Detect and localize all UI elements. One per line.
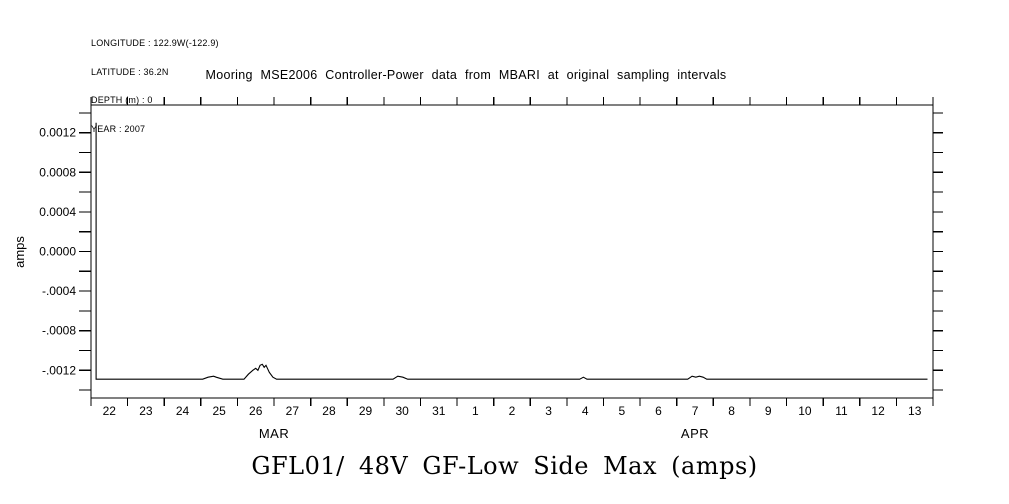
- x-day-label: 13: [908, 404, 922, 418]
- chart-title: Mooring MSE2006 Controller-Power data fr…: [205, 68, 727, 82]
- y-axis-label: amps: [12, 236, 27, 268]
- x-day-label: 12: [871, 404, 885, 418]
- x-day-label: 10: [798, 404, 812, 418]
- y-tick-label: 0.0000: [39, 245, 76, 259]
- y-tick-label: 0.0004: [39, 205, 76, 219]
- x-day-label: 3: [545, 404, 552, 418]
- x-day-label: 31: [432, 404, 446, 418]
- x-day-label: 5: [618, 404, 625, 418]
- x-day-label: 24: [176, 404, 190, 418]
- y-tick-label: -.0012: [42, 363, 76, 377]
- x-day-label: 1: [472, 404, 479, 418]
- plot-footer-title: GFL01/ 48V GF-Low Side Max (amps): [251, 452, 758, 480]
- station-info-block: LONGITUDE : 122.9W(-122.9) LATITUDE : 36…: [91, 20, 219, 153]
- info-line-year: YEAR : 2007: [91, 123, 146, 134]
- x-day-label: 25: [212, 404, 226, 418]
- x-day-label: 23: [139, 404, 153, 418]
- data-line: [95, 122, 928, 380]
- x-day-label: 2: [509, 404, 516, 418]
- x-month-label: MAR: [259, 426, 289, 441]
- x-day-label: 27: [286, 404, 300, 418]
- y-tick-label: 0.0008: [39, 165, 76, 179]
- plot-frame: [90, 104, 934, 399]
- x-day-label: 30: [395, 404, 409, 418]
- x-day-label: 6: [655, 404, 662, 418]
- info-line-latitude: LATITUDE : 36.2N: [91, 66, 169, 77]
- x-day-label: 9: [765, 404, 772, 418]
- x-day-label: 11: [835, 404, 848, 418]
- y-tick-label: -.0008: [42, 324, 76, 338]
- info-line-depth: DEPTH (m) : 0: [91, 95, 153, 105]
- x-month-label: APR: [681, 426, 709, 441]
- info-line-longitude: LONGITUDE : 122.9W(-122.9): [91, 38, 219, 48]
- y-tick-label: -.0004: [42, 284, 76, 298]
- y-tick-label: 0.0012: [39, 126, 76, 140]
- x-day-label: 26: [249, 404, 263, 418]
- x-day-label: 22: [103, 404, 117, 418]
- x-day-label: 29: [359, 404, 373, 418]
- x-day-label: 7: [692, 404, 699, 418]
- x-day-label: 8: [728, 404, 735, 418]
- x-day-label: 4: [582, 404, 589, 418]
- x-day-label: 28: [322, 404, 336, 418]
